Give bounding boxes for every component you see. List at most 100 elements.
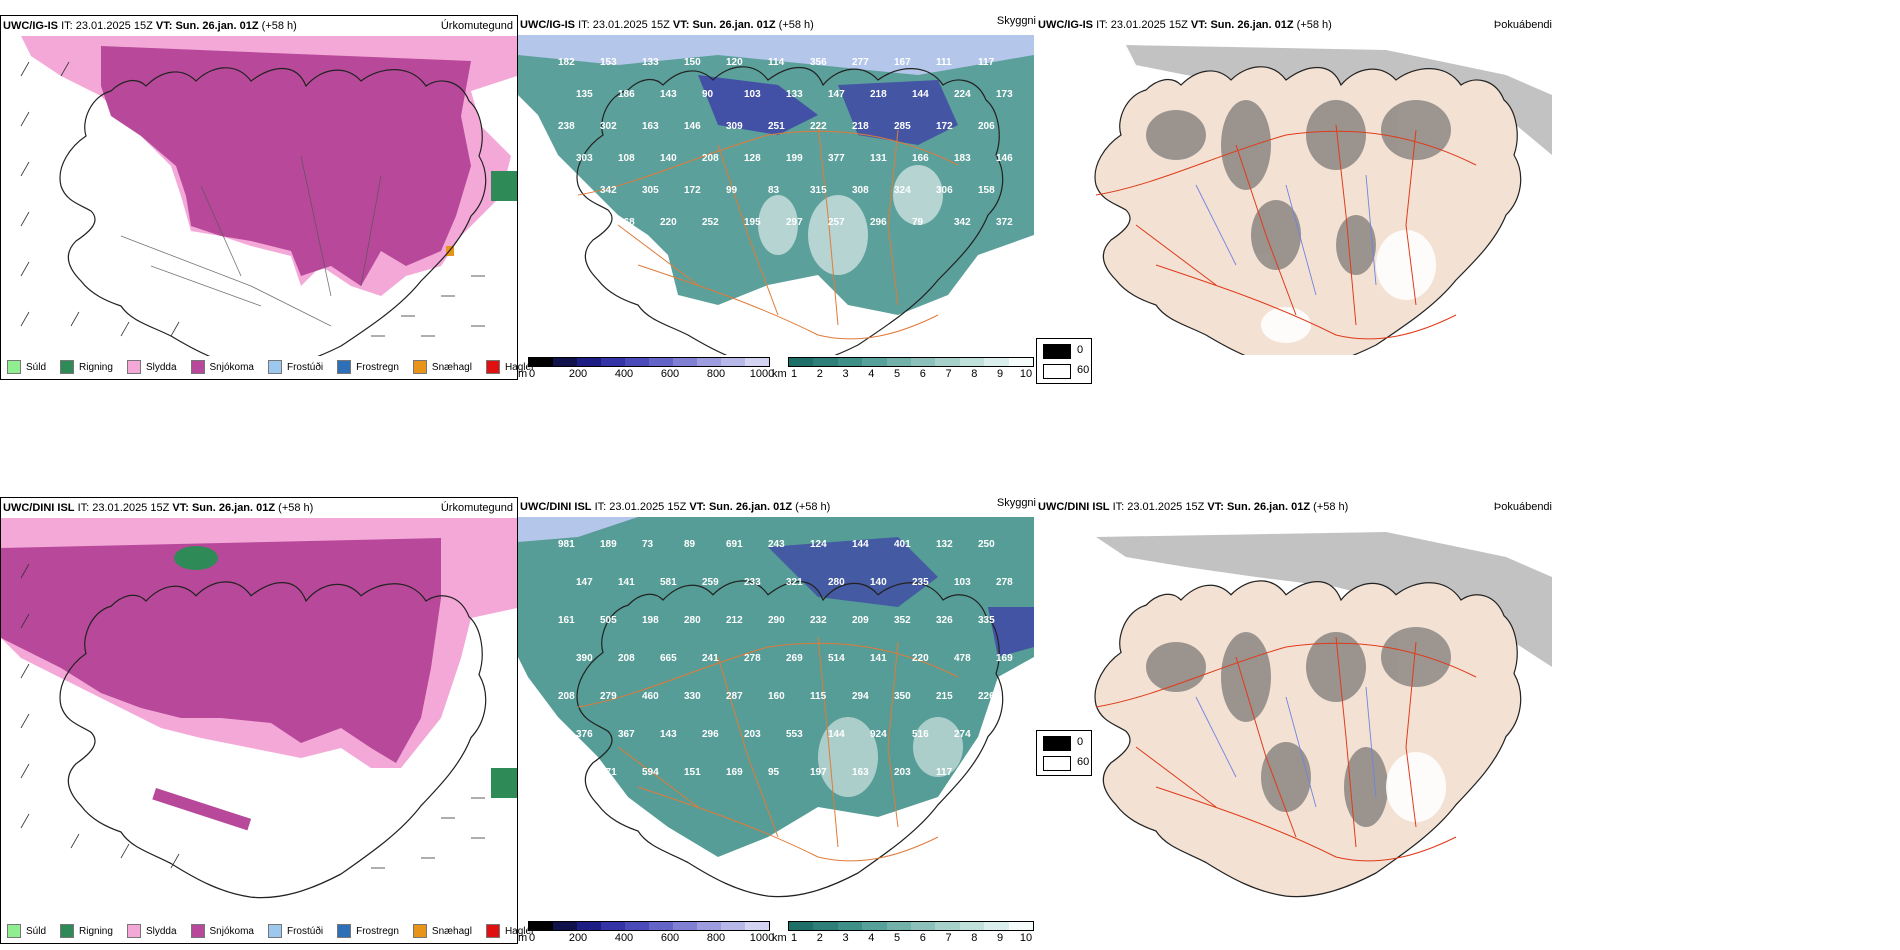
visibility-panel-bottom: UWC/DINI ISL IT: 23.01.2025 15Z VT: Sun.…: [518, 497, 1036, 944]
visibility-value: 73: [642, 539, 654, 550]
visibility-value: 199: [786, 153, 803, 164]
field-name: Þokuábendi: [1493, 501, 1552, 513]
visibility-value: 326: [936, 615, 953, 626]
visibility-value: 367: [618, 729, 635, 740]
visibility-value: 401: [894, 539, 911, 550]
visibility-value: 376: [576, 729, 593, 740]
visibility-value: 147: [828, 89, 845, 100]
visibility-value: 208: [558, 767, 575, 778]
fog-map: [1094, 45, 1552, 355]
visibility-value: 111: [936, 57, 952, 68]
visibility-value: 269: [786, 653, 803, 664]
visibility-value: 133: [786, 89, 803, 100]
legend-item: Snæhagl: [412, 924, 472, 938]
visibility-labels: 182 153 133 150 120 114 356 277 167 111 117 135 186 1…: [558, 57, 1013, 260]
visibility-value: 146: [684, 121, 701, 132]
visibility-value: 259: [702, 577, 719, 588]
visibility-value: 197: [810, 767, 827, 778]
visibility-value: 335: [978, 615, 995, 626]
visibility-value: 95: [768, 767, 780, 778]
field-name: Þokuábendi: [1493, 19, 1552, 31]
visibility-value: 208: [702, 153, 719, 164]
visibility-value: 183: [954, 153, 971, 164]
field-name: Skyggni: [996, 15, 1036, 27]
visibility-value: 315: [810, 185, 827, 196]
visibility-value: 924: [870, 729, 887, 740]
visibility-value: 143: [660, 729, 677, 740]
visibility-value: 241: [702, 653, 719, 664]
fog-legend: 0 60: [1036, 730, 1092, 776]
visibility-value: 277: [852, 57, 869, 68]
visibility-value: 171: [600, 767, 617, 778]
legend-item: Frostúði: [267, 924, 323, 938]
visibility-value: 141: [618, 577, 635, 588]
visibility-value: 208: [618, 653, 635, 664]
visibility-value: 203: [744, 729, 761, 740]
visibility-value: 128: [744, 153, 761, 164]
visibility-value: 163: [642, 121, 659, 132]
panel-header: UWC/DINI ISL IT: 23.01.2025 15Z VT: Sun.…: [520, 501, 831, 513]
panel-header: UWC/IG-IS IT: 23.01.2025 15Z VT: Sun. 26…: [520, 19, 814, 31]
visibility-value: 218: [852, 121, 869, 132]
visibility-value: 305: [642, 185, 659, 196]
visibility-value: 514: [828, 653, 845, 664]
visibility-value: 372: [996, 217, 1013, 228]
visibility-value: 553: [786, 729, 803, 740]
visibility-value: 390: [576, 653, 593, 664]
visibility-value: 169: [726, 767, 743, 778]
visibility-value: 342: [600, 185, 617, 196]
legend-item: Rigning: [60, 924, 113, 938]
field-name: Skyggni: [996, 497, 1036, 509]
visibility-labels: 981 189 73 89 691 243 124 144 401 132 250 147 141 581…: [558, 539, 1013, 778]
visibility-value: 198: [642, 615, 659, 626]
visibility-value: 981: [558, 539, 575, 550]
visibility-value: 296: [870, 217, 887, 228]
visibility-value: 99: [726, 185, 738, 196]
fog-panel-top: UWC/IG-IS IT: 23.01.2025 15Z VT: Sun. 26…: [1036, 15, 1552, 384]
visibility-value: 133: [642, 57, 659, 68]
visibility-value: 103: [744, 89, 761, 100]
field-name: Úrkomutegund: [440, 502, 513, 514]
visibility-value: 294: [852, 691, 869, 702]
visibility-value: 321: [786, 577, 803, 588]
visibility-value: 257: [828, 217, 845, 228]
visibility-value: 79: [912, 217, 924, 228]
visibility-value: 222: [810, 121, 827, 132]
visibility-value: 117: [978, 57, 995, 68]
panel-header: UWC/DINI ISL IT: 23.01.2025 15Z VT: Sun.…: [3, 502, 314, 514]
visibility-value: 212: [726, 615, 743, 626]
visibility-value: 101: [600, 249, 617, 260]
legend-item: Súld: [7, 924, 46, 938]
legend-item: Súld: [7, 360, 46, 374]
visibility-value: 108: [618, 153, 635, 164]
visibility-value: 377: [828, 153, 845, 164]
visibility-value: 186: [618, 89, 635, 100]
panel-header: UWC/IG-IS IT: 23.01.2025 15Z VT: Sun. 26…: [1038, 19, 1332, 31]
visibility-value: 280: [828, 577, 845, 588]
visibility-value: 220: [660, 217, 677, 228]
visibility-value: 153: [600, 57, 617, 68]
visibility-value: 132: [936, 539, 953, 550]
visibility-value: 147: [576, 577, 593, 588]
precip-panel-top: UWC/IG-IS IT: 23.01.2025 15Z VT: Sun. 26…: [0, 15, 533, 380]
legend-item: Snjókoma: [190, 360, 254, 374]
visibility-value: 352: [894, 615, 911, 626]
visibility-value: 478: [954, 653, 971, 664]
legend-item: Snæhagl: [412, 360, 472, 374]
visibility-value: 124: [810, 539, 827, 550]
visibility-value: 172: [936, 121, 953, 132]
visibility-value: 169: [996, 653, 1013, 664]
visibility-value: 429: [558, 249, 575, 260]
visibility-value: 251: [768, 121, 785, 132]
visibility-value: 296: [702, 729, 719, 740]
visibility-value: 279: [600, 691, 617, 702]
panel-header: UWC/IG-IS IT: 23.01.2025 15Z VT: Sun. 26…: [3, 20, 297, 32]
visibility-value: 195: [744, 217, 761, 228]
visibility-value: 141: [870, 653, 887, 664]
visibility-value: 324: [894, 185, 911, 196]
precip-legend: Súld Rigning Slydda Snjókoma Frostúði Fr…: [7, 360, 533, 374]
fog-map: [1094, 532, 1552, 898]
visibility-value: 144: [912, 89, 929, 100]
visibility-value: 117: [936, 767, 953, 778]
visibility-value: 163: [852, 767, 869, 778]
